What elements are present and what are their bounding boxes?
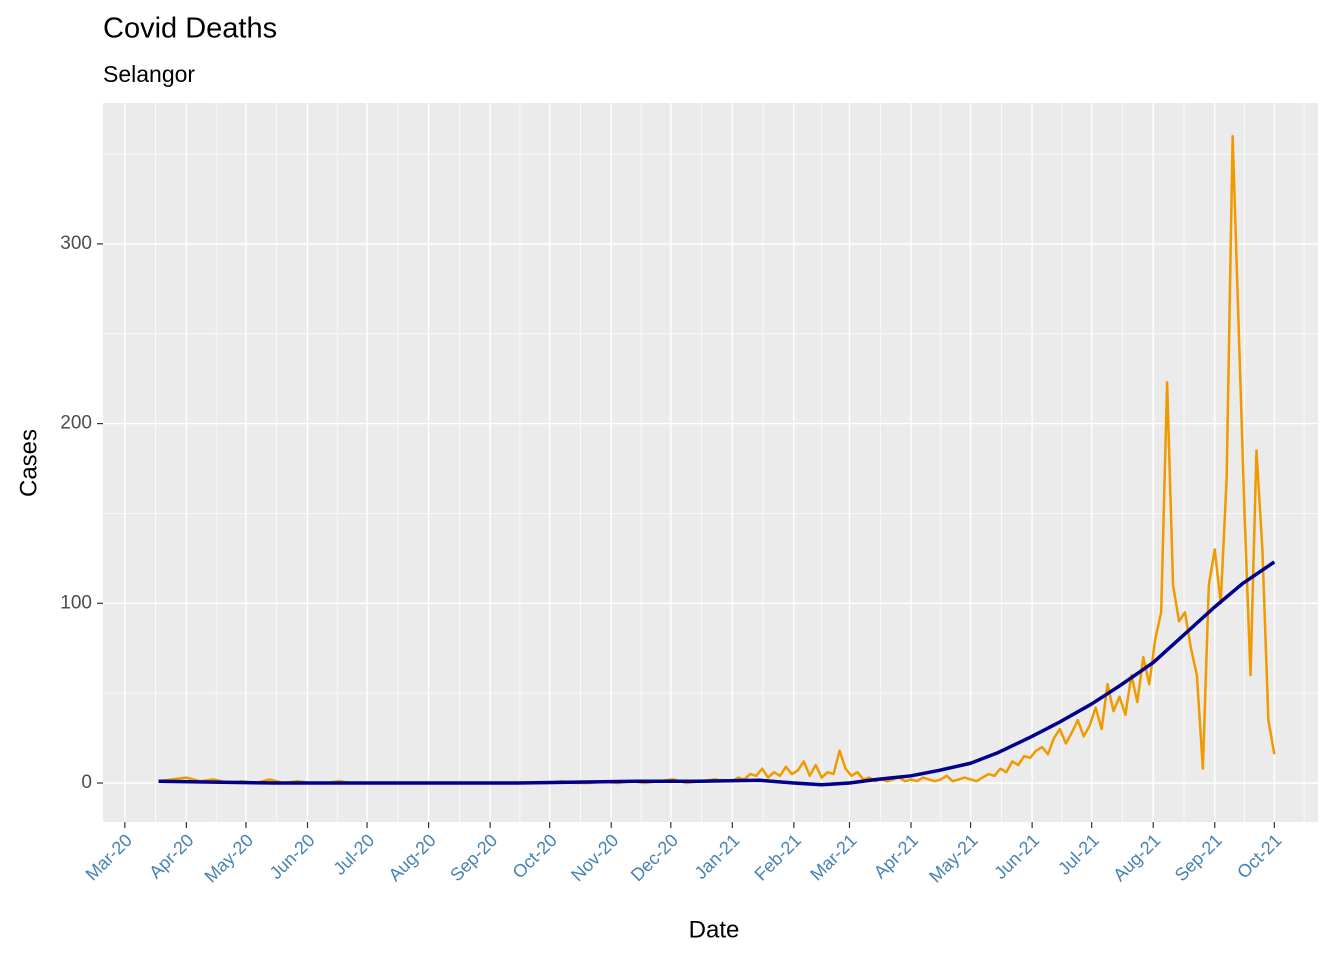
x-tick-label: Oct-21 bbox=[1233, 830, 1285, 882]
x-tick-label: Feb-21 bbox=[751, 830, 805, 884]
line-series bbox=[158, 560, 1276, 787]
x-tick-label: Apr-21 bbox=[870, 830, 922, 882]
x-tick-label: Aug-21 bbox=[1109, 830, 1164, 885]
y-tick-label: 100 bbox=[60, 592, 92, 613]
x-tick-label: Dec-20 bbox=[627, 830, 682, 885]
x-tick-label: Jun-21 bbox=[990, 830, 1043, 883]
chart-title: Covid Deaths bbox=[103, 13, 277, 45]
y-tick-label: 200 bbox=[60, 413, 92, 434]
x-tick-label: Sep-21 bbox=[1171, 830, 1226, 885]
x-tick-label: Jul-21 bbox=[1054, 830, 1103, 879]
x-tick-label: Nov-20 bbox=[567, 830, 622, 885]
x-tick-label: Mar-20 bbox=[82, 830, 136, 884]
x-tick-label: Sep-20 bbox=[446, 830, 501, 885]
x-tick-label: Mar-21 bbox=[806, 830, 860, 884]
chart-subtitle: Selangor bbox=[103, 61, 195, 87]
y-tick-label: 0 bbox=[81, 772, 92, 793]
x-axis-label: Date bbox=[689, 916, 740, 943]
panel bbox=[103, 103, 1318, 822]
x-tick-label: Jul-20 bbox=[329, 830, 378, 879]
y-tick-label: 300 bbox=[60, 233, 92, 254]
x-tick-label: Aug-20 bbox=[385, 830, 440, 885]
x-tick-label: Apr-20 bbox=[145, 830, 197, 882]
y-axis-label: Cases bbox=[15, 429, 42, 497]
x-tick-label: May-20 bbox=[201, 830, 258, 887]
x-tick-label: Jun-20 bbox=[266, 830, 319, 883]
x-tick-label: May-21 bbox=[925, 830, 982, 887]
x-tick-label: Oct-20 bbox=[509, 830, 561, 882]
x-tick-label: Jan-21 bbox=[690, 830, 743, 883]
